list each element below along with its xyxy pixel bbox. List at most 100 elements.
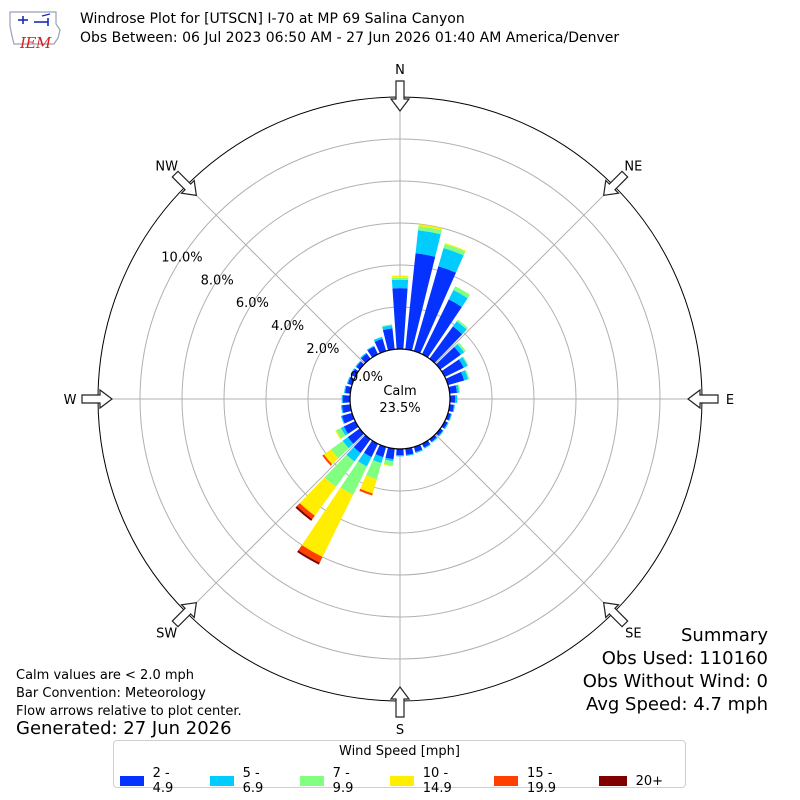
bar-segment [382,325,393,331]
grid-spoke [435,185,614,364]
summary-box: Summary Obs Used: 110160 Obs Without Win… [583,624,768,716]
bar-segment [441,359,464,378]
summary-obs-used: Obs Used: 110160 [601,648,768,669]
bar-segment [347,377,355,386]
bar-segment [448,413,453,421]
bar-segment [383,463,393,467]
bar-segment [356,361,364,370]
bar-segment [436,346,461,370]
flow-arrow-icon [389,686,411,718]
bar-segment [351,368,359,378]
legend-title: Wind Speed [mph] [339,744,460,759]
bar-segment [449,395,456,403]
compass-label: W [64,393,77,408]
bar-segment [367,346,379,358]
bar-segment [444,243,466,252]
legend-label: 10 - 14.9 [422,766,452,796]
bar-segment [421,440,431,448]
bar-segment [415,230,441,257]
radial-tick-label: 8.0% [201,273,234,288]
bar-segment [457,384,461,393]
legend-swatch [300,776,324,786]
bar-segment [415,449,423,454]
bar-segment [374,338,387,354]
plot-notes: Calm values are < 2.0 mph Bar Convention… [16,667,242,721]
bar-segment [405,447,414,455]
bar-segment [360,475,377,494]
bar-segment [296,503,315,520]
summary-obs-without-wind: Obs Without Wind: 0 [582,671,768,692]
bar-segment [455,395,458,403]
legend-label: 5 - 6.9 [242,766,264,796]
summary-title: Summary [681,625,768,646]
flow-arrow-icon [171,170,198,197]
bar-segment [448,289,468,307]
windrose-bars [295,223,471,565]
compass-label: NW [155,160,178,175]
bar-segment [353,435,371,453]
radial-tick-label: 0.0% [350,370,383,385]
bar-segment [299,477,336,516]
bar-segment [462,356,469,366]
legend-swatch [210,776,234,786]
grid-spoke [186,185,365,364]
bar-segment [464,369,470,380]
note-calm: Calm values are < 2.0 mph [16,668,195,683]
bar-segment [340,415,345,424]
note-flow-arrows: Flow arrows relative to plot center. [16,704,242,719]
bar-segment [347,428,364,444]
bar-segment [372,454,384,464]
polar-overlay: Calm 23.5% 0.0% 2.0%4.0%6.0%8.0% 10.0% N NE E SE… [64,63,735,738]
compass-label: NE [624,160,642,175]
legend-label: 15 - 19.9 [527,766,556,796]
bar-segment [445,371,465,386]
bar-segment [444,422,449,430]
bar-segment [375,444,387,458]
bar-segment [421,299,462,358]
bar-segment [418,226,442,235]
legend-item: 2 - 4.9 [120,766,188,796]
legend-item: 10 - 14.9 [390,766,472,796]
bar-segment [341,395,343,403]
bar-segment [429,326,463,363]
bar-segment [436,428,443,436]
calm-circle [349,348,451,450]
legend-swatch [390,776,414,786]
bar-segment [396,448,404,456]
bar-segment [405,253,436,351]
bar-segment [448,385,458,394]
bar-segment [340,426,349,436]
bar-segment [346,447,361,462]
bar-segment [324,454,355,487]
flow-arrow-icon [389,80,411,112]
bar-segment [391,277,409,280]
bar-segment [443,244,466,256]
flow-arrow-shape [171,170,198,197]
bar-segment [452,404,455,413]
bar-segment [336,427,346,439]
flow-arrow-shape [389,80,411,112]
bar-segment [359,488,373,496]
bar-segment [441,420,448,429]
flow-arrow-icon [602,601,629,628]
legend-label: 2 - 4.9 [152,766,174,796]
bar-segment [346,376,351,384]
flow-arrow-icon [171,601,198,628]
bar-segment [330,440,349,459]
bar-segment [452,321,467,335]
bar-segment [363,440,379,458]
grid-spoke [186,434,365,613]
bar-segment [396,455,404,457]
bar-segment [340,461,367,495]
flow-arrow-shape [389,686,411,718]
bar-segment [454,343,465,355]
bar-segment [373,336,383,342]
legend-swatch [120,776,144,786]
flow-arrow-icon [602,170,629,197]
bar-segment [322,454,333,466]
bar-segment [350,368,356,376]
bar-segment [382,328,395,351]
bar-segment [438,430,444,437]
